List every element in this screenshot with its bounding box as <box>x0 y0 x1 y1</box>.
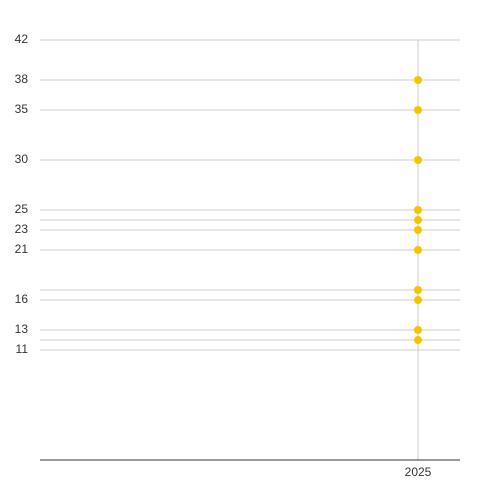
y-tick-label: 13 <box>15 322 29 336</box>
point <box>414 296 422 304</box>
x-tick-label: 2025 <box>405 465 432 479</box>
point <box>414 106 422 114</box>
point <box>414 216 422 224</box>
point <box>414 76 422 84</box>
y-tick-label: 35 <box>15 102 29 116</box>
point <box>414 286 422 294</box>
y-tick-label: 21 <box>15 242 29 256</box>
point <box>414 156 422 164</box>
point <box>414 246 422 254</box>
y-tick-label: 42 <box>15 32 29 46</box>
y-tick-label: 30 <box>15 152 29 166</box>
y-tick-label: 23 <box>15 222 29 236</box>
point <box>414 336 422 344</box>
point <box>414 326 422 334</box>
y-tick-label: 16 <box>15 292 29 306</box>
point <box>414 206 422 214</box>
y-tick-label: 38 <box>15 72 29 86</box>
y-tick-label: 11 <box>16 342 29 356</box>
point <box>414 226 422 234</box>
y-tick-label: 25 <box>15 202 29 216</box>
